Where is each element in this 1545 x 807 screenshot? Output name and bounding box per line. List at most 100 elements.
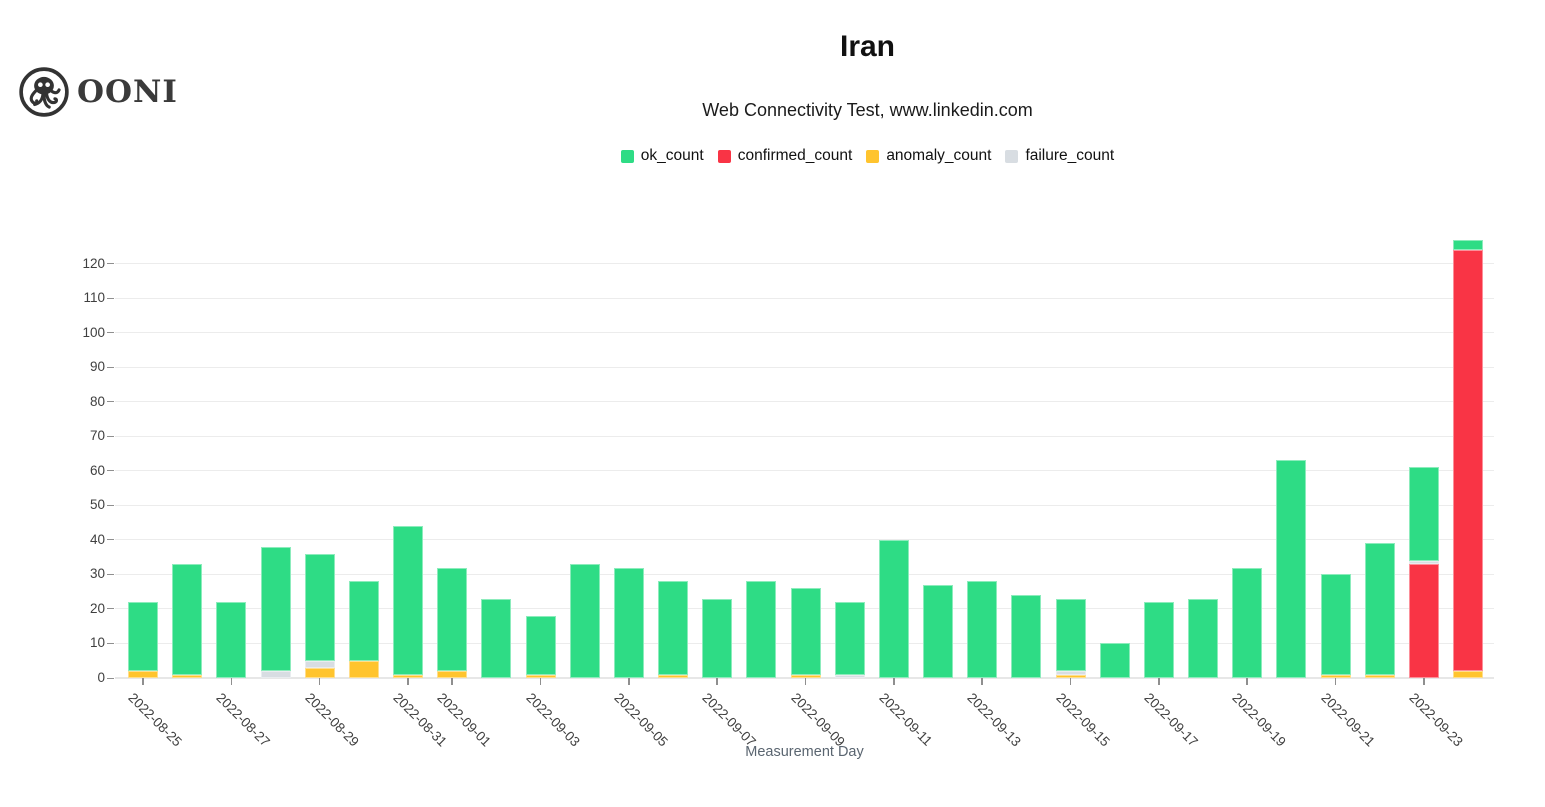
bar-segment-ok_count-2022-09-08 — [746, 581, 777, 678]
bar-segment-failure_count-2022-09-15 — [1055, 671, 1086, 675]
y-tick-label-40: 40 — [89, 531, 105, 547]
bar-segment-ok_count-2022-08-27 — [216, 602, 247, 678]
bar-segment-anomaly_count-2022-09-24 — [1453, 671, 1483, 678]
legend-swatch-confirmed_count — [717, 149, 731, 163]
x-tick-mark-2022-09-05 — [628, 678, 630, 685]
bar-2022-09-03 — [525, 615, 556, 678]
bar-2022-09-17 — [1143, 602, 1174, 678]
x-tick-label-2022-09-21: 2022-09-21 — [1317, 690, 1378, 750]
y-tick-mark-30 — [107, 573, 114, 575]
legend-swatch-anomaly_count — [866, 149, 880, 163]
bar-segment-ok_count-2022-09-02 — [481, 598, 512, 678]
bar-2022-08-26 — [172, 564, 203, 678]
legend-label-ok_count: ok_count — [640, 147, 704, 164]
x-tick-mark-2022-09-07 — [716, 678, 718, 685]
bar-2022-09-18 — [1188, 598, 1218, 678]
y-tick-label-10: 10 — [89, 635, 105, 651]
bar-segment-ok_count-2022-09-09 — [790, 588, 821, 675]
gridline-y-60 — [115, 470, 1494, 472]
bar-2022-09-16 — [1099, 643, 1130, 678]
bar-2022-09-21 — [1320, 574, 1351, 678]
bar-segment-anomaly_count-2022-09-01 — [437, 671, 468, 678]
bar-segment-ok_count-2022-09-03 — [525, 615, 556, 675]
bar-segment-ok_count-2022-09-01 — [437, 567, 468, 672]
x-tick-mark-2022-08-25 — [142, 678, 144, 685]
y-tick-mark-100 — [107, 332, 114, 334]
x-tick-label-2022-09-11: 2022-09-11 — [876, 690, 935, 749]
bar-2022-09-13 — [967, 581, 998, 678]
bar-segment-anomaly_count-2022-08-29 — [304, 667, 335, 678]
ooni-logo: OONI — [18, 66, 178, 118]
bar-2022-09-14 — [1011, 595, 1042, 678]
y-tick-mark-80 — [107, 401, 114, 403]
bar-segment-ok_count-2022-08-25 — [128, 602, 158, 672]
bar-segment-anomaly_count-2022-09-03 — [525, 674, 556, 678]
bar-segment-failure_count-2022-08-29 — [304, 660, 335, 668]
legend-label-confirmed_count: confirmed_count — [737, 147, 853, 164]
y-tick-label-50: 50 — [89, 497, 105, 513]
legend-item-failure_count: failure_count — [1005, 147, 1114, 165]
bar-2022-08-25 — [128, 602, 158, 678]
bar-segment-ok_count-2022-09-05 — [613, 567, 644, 678]
bar-segment-ok_count-2022-09-18 — [1188, 598, 1218, 678]
x-tick-mark-2022-08-27 — [230, 678, 233, 685]
bar-segment-ok_count-2022-09-04 — [569, 564, 600, 678]
bar-2022-09-22 — [1364, 543, 1395, 678]
bar-segment-anomaly_count-2022-09-22 — [1364, 674, 1395, 678]
gridline-y-30 — [115, 573, 1494, 575]
bar-2022-09-06 — [658, 581, 688, 678]
bar-2022-09-23 — [1408, 467, 1439, 678]
gridline-y-90 — [115, 366, 1494, 368]
gridline-y-40 — [115, 539, 1494, 541]
x-tick-mark-2022-09-01 — [451, 678, 453, 685]
bar-segment-anomaly_count-2022-09-06 — [658, 674, 688, 678]
x-tick-label-2022-09-15: 2022-09-15 — [1052, 690, 1113, 750]
x-tick-label-2022-09-19: 2022-09-19 — [1229, 690, 1290, 750]
x-tick-mark-2022-09-03 — [539, 678, 542, 685]
bar-2022-09-19 — [1232, 567, 1263, 678]
bar-2022-09-10 — [834, 602, 865, 678]
bar-segment-ok_count-2022-09-10 — [834, 602, 865, 675]
y-tick-label-0: 0 — [97, 670, 105, 685]
bar-2022-09-09 — [790, 588, 821, 678]
x-axis-title: Measurement Day — [745, 744, 864, 760]
bar-segment-ok_count-2022-09-07 — [702, 598, 733, 678]
legend-label-failure_count: failure_count — [1025, 147, 1115, 164]
y-tick-mark-10 — [107, 642, 114, 644]
bar-segment-anomaly_count-2022-09-09 — [790, 674, 821, 678]
bar-segment-failure_count-2022-09-10 — [834, 674, 865, 678]
x-tick-label-2022-09-23: 2022-09-23 — [1406, 690, 1466, 750]
bar-segment-ok_count-2022-08-28 — [260, 546, 291, 672]
bar-segment-ok_count-2022-09-20 — [1276, 460, 1307, 678]
bar-segment-ok_count-2022-09-17 — [1143, 602, 1174, 678]
legend-swatch-failure_count — [1005, 149, 1019, 163]
chart-legend: ok_count confirmed_count anomaly_count fail… — [620, 147, 1114, 165]
x-tick-label-2022-08-25: 2022-08-25 — [125, 690, 185, 750]
y-tick-label-110: 110 — [83, 290, 105, 306]
y-tick-mark-20 — [107, 608, 114, 610]
bar-segment-confirmed_count-2022-09-23 — [1408, 564, 1439, 678]
bar-2022-09-12 — [923, 584, 953, 678]
bar-2022-09-08 — [746, 581, 777, 678]
y-tick-label-70: 70 — [89, 428, 105, 444]
x-tick-mark-2022-09-23 — [1423, 678, 1425, 685]
x-tick-mark-2022-09-19 — [1246, 678, 1248, 685]
bar-segment-anomaly_count-2022-08-26 — [172, 674, 203, 678]
bar-2022-09-01 — [437, 567, 468, 678]
bar-segment-anomaly_count-2022-09-21 — [1320, 674, 1351, 678]
x-tick-label-2022-09-05: 2022-09-05 — [611, 690, 671, 750]
bar-2022-09-05 — [613, 567, 644, 678]
bar-2022-08-31 — [393, 526, 423, 678]
x-tick-mark-2022-09-09 — [804, 678, 807, 685]
bar-segment-ok_count-2022-09-14 — [1011, 595, 1042, 678]
y-tick-mark-110 — [107, 297, 114, 299]
y-tick-label-120: 120 — [82, 255, 105, 271]
bar-segment-ok_count-2022-09-23 — [1408, 467, 1439, 561]
chart-title: Iran — [839, 30, 896, 63]
bar-segment-failure_count-2022-08-28 — [260, 671, 291, 678]
gridline-y-110 — [115, 297, 1494, 299]
bar-2022-09-15 — [1055, 598, 1086, 678]
y-tick-label-90: 90 — [89, 359, 105, 375]
bar-segment-anomaly_count-2022-08-25 — [128, 671, 158, 678]
legend-label-anomaly_count: anomaly_count — [886, 147, 992, 164]
